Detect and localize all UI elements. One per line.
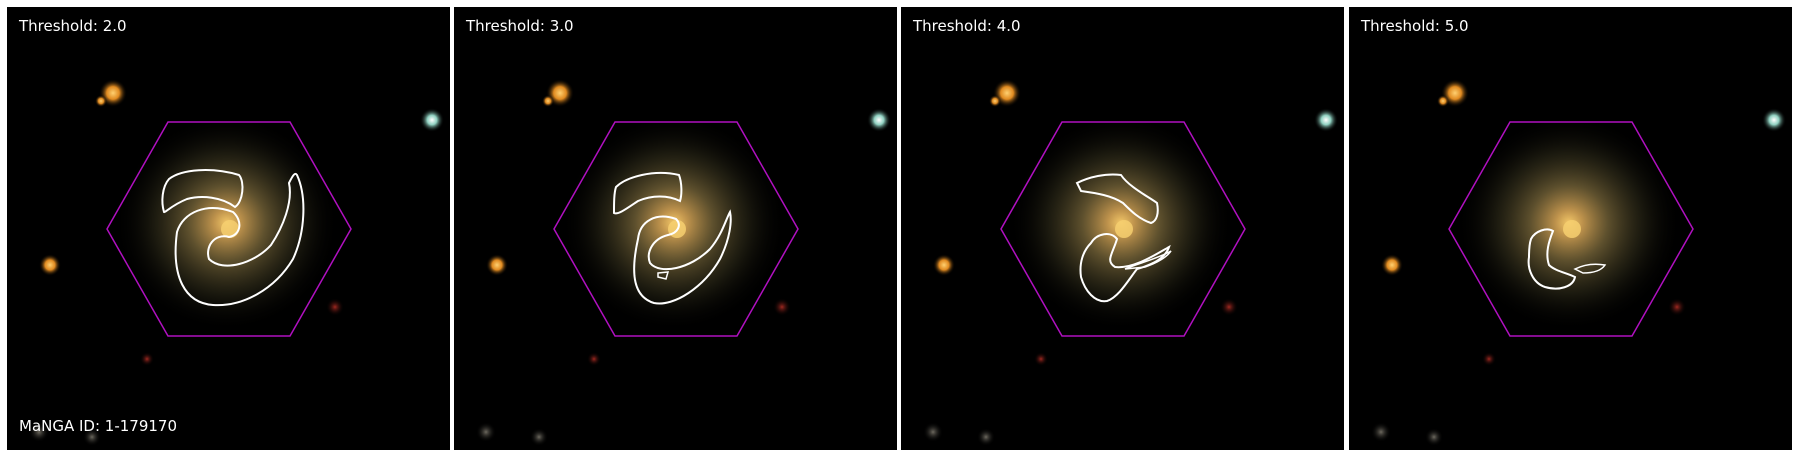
contour-outline bbox=[1124, 250, 1172, 270]
foreground-star bbox=[39, 254, 61, 276]
contour-outline bbox=[657, 271, 670, 280]
threshold-label: Threshold: 3.0 bbox=[466, 17, 574, 35]
background-source bbox=[1034, 352, 1048, 366]
galaxy-image-3 bbox=[901, 7, 1344, 450]
background-source bbox=[1220, 298, 1238, 316]
threshold-label: Threshold: 4.0 bbox=[913, 17, 1021, 35]
foreground-star bbox=[542, 95, 554, 107]
background-source bbox=[1371, 422, 1391, 442]
galaxy-image-4 bbox=[1349, 7, 1792, 450]
galaxy-panel-2: Threshold: 3.0 bbox=[454, 7, 897, 450]
contour-outline bbox=[1573, 263, 1607, 274]
galaxy-id-label: MaNGA ID: 1-179170 bbox=[19, 417, 178, 435]
background-source bbox=[977, 428, 995, 446]
background-source bbox=[140, 352, 154, 366]
ifu-hexagon bbox=[553, 121, 799, 337]
foreground-star bbox=[867, 108, 891, 132]
background-source bbox=[326, 298, 344, 316]
galaxy-panel-1: Threshold: 2.0 MaNGA ID: 1-179170 bbox=[7, 7, 450, 450]
galaxy-panel-4: Threshold: 5.0 bbox=[1349, 7, 1792, 450]
background-source bbox=[530, 428, 548, 446]
background-source bbox=[1482, 352, 1496, 366]
background-source bbox=[476, 422, 496, 442]
contour-outline bbox=[1075, 173, 1159, 225]
galaxy-core bbox=[1115, 220, 1133, 238]
galaxy-panel-3: Threshold: 4.0 bbox=[901, 7, 1344, 450]
threshold-label: Threshold: 2.0 bbox=[19, 17, 127, 35]
foreground-star bbox=[95, 95, 107, 107]
contour-outline bbox=[633, 209, 732, 305]
background-source bbox=[1425, 428, 1443, 446]
contour-outline bbox=[1079, 233, 1171, 303]
contour-outline bbox=[612, 171, 683, 215]
galaxy-image-2 bbox=[454, 7, 897, 450]
contour-outline bbox=[174, 172, 305, 307]
background-source bbox=[587, 352, 601, 366]
contour-outline bbox=[1527, 228, 1577, 290]
foreground-star bbox=[1381, 254, 1403, 276]
foreground-star bbox=[933, 254, 955, 276]
foreground-star bbox=[989, 95, 1001, 107]
background-source bbox=[923, 422, 943, 442]
background-source bbox=[83, 428, 101, 446]
threshold-label: Threshold: 5.0 bbox=[1361, 17, 1469, 35]
foreground-star bbox=[1762, 108, 1786, 132]
ifu-hexagon bbox=[1000, 121, 1246, 337]
ifu-hexagon bbox=[106, 121, 352, 337]
galaxy-core bbox=[1563, 220, 1581, 238]
foreground-star bbox=[1314, 108, 1338, 132]
background-source bbox=[1668, 298, 1686, 316]
background-source bbox=[29, 422, 49, 442]
contour-outline bbox=[161, 169, 244, 214]
foreground-star bbox=[1437, 95, 1449, 107]
galaxy-image-1 bbox=[7, 7, 450, 450]
foreground-star bbox=[420, 108, 444, 132]
ifu-hexagon bbox=[1448, 121, 1694, 337]
foreground-star bbox=[486, 254, 508, 276]
galaxy-core bbox=[221, 220, 239, 238]
background-source bbox=[773, 298, 791, 316]
